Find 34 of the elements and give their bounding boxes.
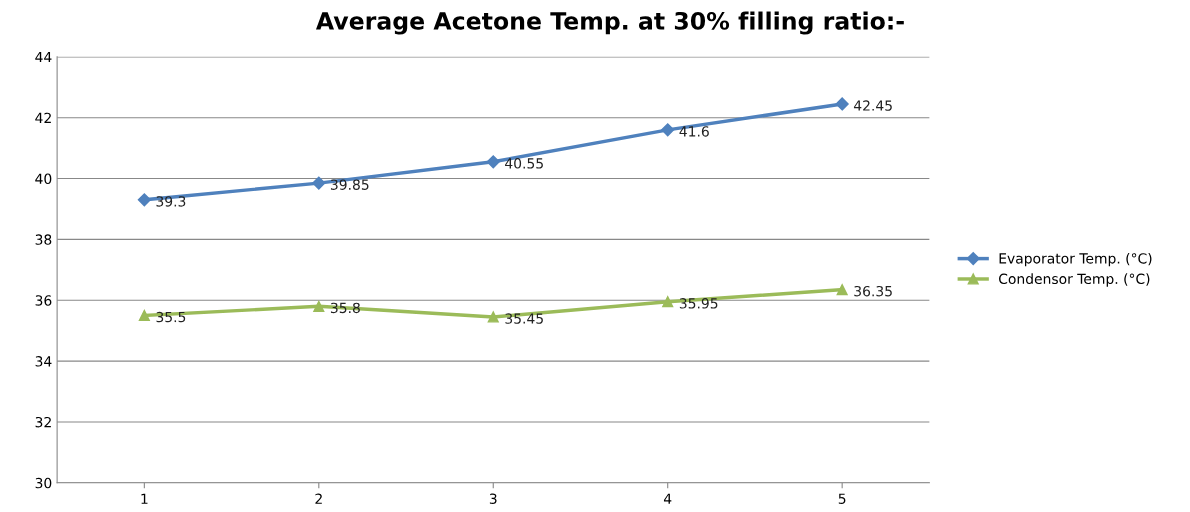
x-tick-label: 3 [489, 493, 497, 504]
data-label: 42.45 [853, 100, 892, 111]
data-label: 40.55 [505, 158, 543, 169]
chart-title: Average Acetone Temp. at 30% filling ratio:- [315, 11, 904, 35]
data-label: 35.45 [505, 313, 543, 324]
point [835, 97, 849, 111]
data-label: 39.3 [156, 196, 186, 207]
y-tick-label: 36 [35, 295, 52, 306]
y-tick-label: 40 [35, 173, 52, 185]
legend-label: Evaporator Temp. (°C) [999, 252, 1152, 267]
point [662, 296, 674, 308]
y-tick-label: 30 [35, 477, 52, 489]
x-tick-label: 2 [315, 493, 322, 504]
x-tick-label: 4 [663, 493, 672, 504]
y-tick-label: 34 [35, 356, 52, 367]
data-label: 36.35 [854, 285, 892, 297]
point [661, 123, 675, 137]
y-tick-label: 42 [35, 112, 51, 123]
y-tick-label: 32 [35, 416, 51, 428]
point [487, 311, 499, 323]
y-tick-label: 44 [35, 51, 52, 63]
point [313, 300, 325, 312]
data-label: 41.6 [679, 126, 709, 137]
point [836, 284, 848, 296]
point [312, 176, 326, 190]
point [138, 309, 150, 322]
point [486, 155, 500, 169]
x-tick-label: 5 [838, 493, 846, 504]
y-tick-label: 38 [35, 234, 52, 245]
point [137, 193, 151, 207]
x-tick-label: 1 [141, 493, 148, 504]
data-label: 39.85 [330, 179, 369, 190]
legend-label: Condensor Temp. (°C) [999, 273, 1150, 287]
data-label: 35.95 [679, 298, 718, 309]
